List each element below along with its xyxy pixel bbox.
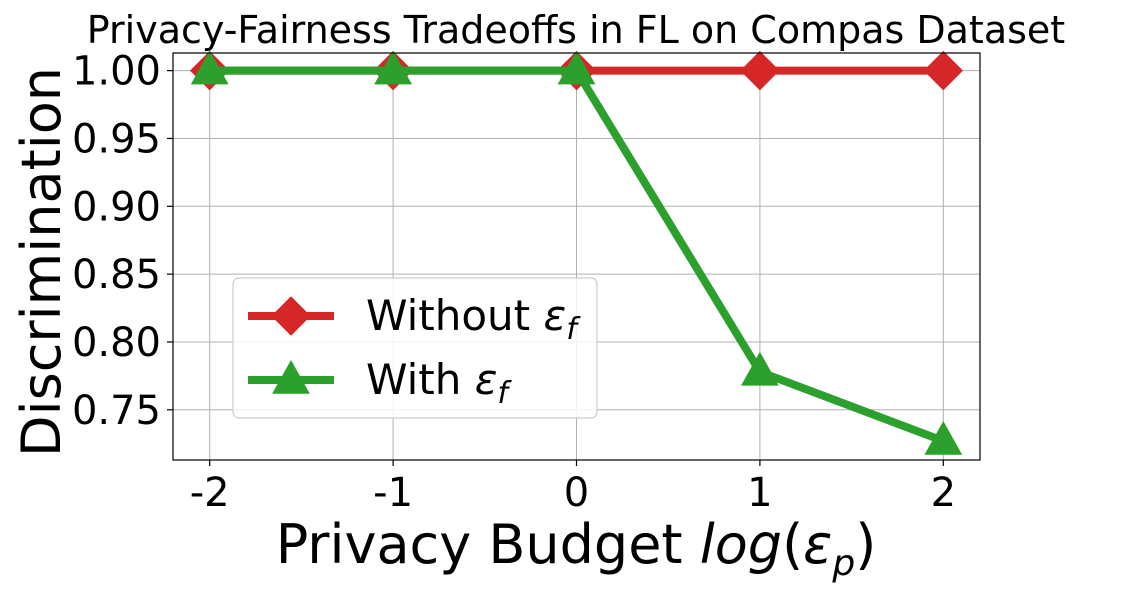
x-axis-ticks: -2 -1 0 1 2: [190, 460, 956, 516]
plot-frame: [172, 52, 981, 461]
y-axis-label: Discrimination: [10, 67, 73, 457]
legend-label: Without εf: [366, 291, 581, 347]
legend: Without εf With εf: [232, 277, 598, 419]
x-tick-label: -2: [190, 470, 230, 516]
y-tick-label: 0.75: [72, 388, 161, 434]
series-with-ef: [190, 50, 963, 455]
data-point-marker: [557, 50, 596, 85]
x-axis-label-open: (: [782, 513, 803, 576]
legend-marker: [271, 296, 311, 336]
y-tick-label: 0.95: [72, 116, 161, 162]
x-axis-label-func: log: [700, 513, 782, 576]
y-axis-ticks: 0.75 0.80 0.85 0.90 0.95 1.00: [72, 49, 173, 434]
x-axis-label-prefix: Privacy Budget: [276, 513, 700, 576]
x-axis-label-symbol: ε: [803, 513, 832, 576]
y-tick-label: 1.00: [72, 49, 161, 95]
x-tick-label: -1: [373, 470, 413, 516]
x-axis-label-sub: p: [831, 543, 855, 584]
x-tick-label: 1: [747, 470, 772, 516]
x-tick-label: 0: [564, 470, 589, 516]
data-point-marker: [740, 50, 780, 91]
series-layer: [189, 50, 964, 455]
x-tick-label: 2: [931, 470, 956, 516]
legend-marker: [272, 359, 310, 394]
y-tick-label: 0.80: [72, 320, 161, 366]
y-tick-label: 0.90: [72, 184, 161, 230]
data-point-marker: [741, 351, 779, 386]
data-point-marker: [923, 50, 964, 91]
chart-title: Privacy-Fairness Tradeoffs in FL on Comp…: [87, 8, 1065, 52]
x-axis-label-close: ): [855, 513, 876, 576]
data-point-marker: [924, 420, 963, 455]
data-point-marker: [374, 50, 412, 85]
data-point-marker: [190, 50, 229, 85]
x-axis-label: Privacy Budget log(εp): [276, 513, 877, 584]
y-tick-label: 0.85: [72, 252, 161, 298]
legend-label: With εf: [366, 355, 512, 411]
